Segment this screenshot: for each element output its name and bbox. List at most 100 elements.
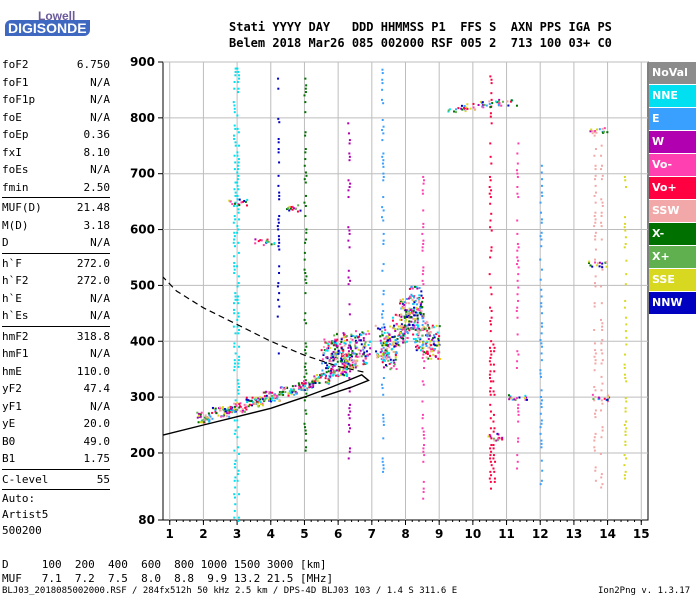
cluster-point bbox=[426, 341, 429, 344]
cluster-point bbox=[381, 357, 384, 360]
y-tick-label: 700 bbox=[130, 167, 155, 181]
cluster-point bbox=[333, 334, 336, 337]
cluster-point bbox=[408, 320, 411, 323]
cluster-point bbox=[390, 343, 393, 346]
echo-point bbox=[516, 172, 519, 175]
trace-point bbox=[228, 408, 231, 411]
echo-point bbox=[623, 423, 626, 426]
echo-point bbox=[600, 302, 603, 305]
cluster-point bbox=[416, 329, 419, 332]
echo-point bbox=[304, 238, 307, 241]
echo-point bbox=[540, 245, 543, 248]
cluster-point bbox=[409, 296, 412, 299]
echo-point bbox=[540, 231, 543, 234]
echo-point bbox=[233, 449, 236, 452]
sporadic-point bbox=[454, 111, 457, 114]
cluster-point bbox=[426, 324, 429, 327]
echo-point bbox=[601, 429, 604, 432]
cluster-point bbox=[330, 353, 333, 356]
trace-point bbox=[202, 421, 205, 424]
echo-point bbox=[382, 242, 385, 245]
cluster-point bbox=[385, 356, 388, 359]
echo-point bbox=[516, 242, 519, 245]
echo-point bbox=[539, 201, 542, 204]
echo-point bbox=[277, 235, 280, 238]
trace-point bbox=[270, 391, 273, 394]
cluster-point bbox=[349, 354, 352, 357]
echo-point bbox=[234, 295, 237, 298]
cluster-point bbox=[389, 339, 392, 342]
sporadic-point bbox=[509, 395, 512, 398]
echo-point bbox=[600, 215, 603, 218]
echo-point bbox=[593, 215, 596, 218]
trace-point bbox=[342, 369, 345, 372]
echo-point bbox=[489, 330, 492, 333]
sporadic-point bbox=[481, 105, 484, 108]
trace-point bbox=[289, 391, 292, 394]
echo-point bbox=[382, 175, 385, 178]
sporadic-point bbox=[270, 243, 273, 246]
trace-point bbox=[354, 361, 357, 364]
trace-point bbox=[233, 408, 236, 411]
echo-point bbox=[539, 258, 542, 261]
cluster-point bbox=[394, 356, 397, 359]
echo-point bbox=[305, 372, 308, 375]
trace-point bbox=[321, 374, 324, 377]
cluster-point bbox=[438, 335, 441, 338]
profile-line-dashed bbox=[162, 276, 364, 373]
echo-point bbox=[624, 185, 627, 188]
sporadic-point bbox=[492, 437, 495, 440]
trace-point bbox=[318, 381, 321, 384]
param-row: yE 20.0 bbox=[2, 415, 110, 433]
cluster-point bbox=[416, 303, 419, 306]
echo-point bbox=[305, 345, 308, 348]
cluster-point bbox=[396, 314, 399, 317]
sporadic-point bbox=[448, 108, 451, 111]
echo-point bbox=[489, 370, 492, 373]
echo-point bbox=[421, 192, 424, 195]
cluster-point bbox=[399, 314, 402, 317]
trace-point bbox=[328, 374, 331, 377]
cluster-point bbox=[414, 337, 417, 340]
echo-point bbox=[422, 450, 425, 453]
echo-point bbox=[233, 365, 236, 368]
echo-point bbox=[304, 241, 307, 244]
trace-point bbox=[250, 400, 253, 403]
cluster-point bbox=[340, 340, 343, 343]
cluster-point bbox=[384, 328, 387, 331]
echo-point bbox=[238, 355, 241, 358]
trace-point bbox=[312, 385, 315, 388]
echo-point bbox=[233, 80, 236, 83]
cluster-point bbox=[417, 308, 420, 311]
echo-point bbox=[541, 178, 544, 181]
cluster-point bbox=[340, 355, 343, 358]
x-tick-label: 2 bbox=[199, 527, 207, 541]
cluster-point bbox=[334, 338, 337, 341]
cluster-point bbox=[402, 306, 405, 309]
cluster-point bbox=[389, 358, 392, 361]
sporadic-point bbox=[597, 396, 600, 399]
echo-point bbox=[277, 141, 280, 144]
echo-point bbox=[600, 342, 603, 345]
echo-point bbox=[517, 196, 520, 199]
echo-point bbox=[489, 155, 492, 158]
cluster-point bbox=[325, 342, 328, 345]
echo-point bbox=[539, 375, 542, 378]
cluster-point bbox=[432, 348, 435, 351]
cluster-point bbox=[404, 330, 407, 333]
sporadic-point bbox=[265, 239, 268, 242]
cluster-point bbox=[379, 342, 382, 345]
echo-point bbox=[304, 171, 307, 174]
legend-entry-vominus: Vo- bbox=[649, 154, 696, 176]
cluster-point bbox=[387, 355, 390, 358]
echo-point bbox=[232, 204, 235, 207]
echo-point bbox=[421, 273, 424, 276]
param-row: h`F 272.0 bbox=[2, 255, 110, 273]
echo-point bbox=[421, 413, 424, 416]
echo-point bbox=[305, 282, 308, 285]
echo-point bbox=[594, 191, 597, 194]
trace-point bbox=[204, 416, 207, 419]
echo-point bbox=[421, 417, 424, 420]
echo-point bbox=[540, 221, 543, 224]
trace-point bbox=[270, 394, 273, 397]
